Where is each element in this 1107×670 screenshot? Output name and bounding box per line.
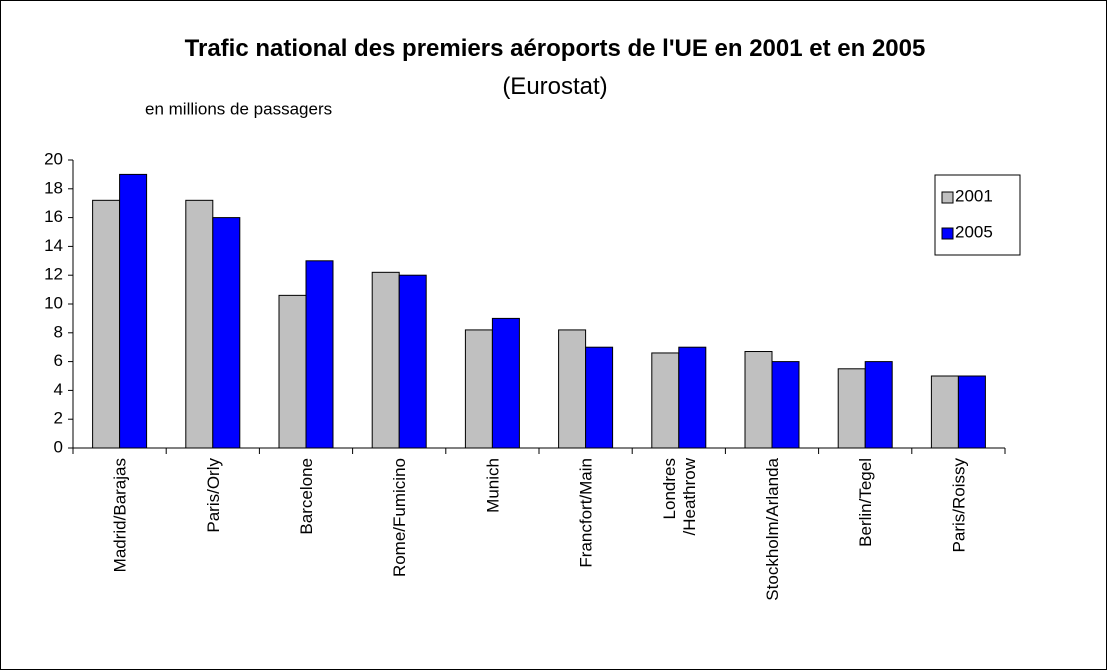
x-tick-label: Madrid/Barajas (111, 458, 130, 572)
bar (212, 217, 241, 449)
bar (864, 361, 893, 449)
bar (957, 375, 986, 449)
y-tick-label: 14 (44, 236, 63, 255)
x-tick-label: Paris/Orly (204, 458, 223, 533)
y-tick-label: 12 (44, 265, 63, 284)
bar (678, 346, 707, 449)
bar (398, 274, 427, 449)
bar (837, 368, 866, 449)
x-tick-label: Munich (483, 458, 502, 513)
bar (92, 199, 121, 449)
legend-box (934, 174, 1021, 256)
y-tick-label: 10 (44, 293, 63, 312)
bar (305, 260, 334, 449)
bar (744, 351, 773, 449)
x-tick-label: Francfort/Main (577, 458, 596, 568)
x-tick-label: Berlin/Tegel (856, 458, 875, 547)
bar (558, 329, 587, 449)
y-tick-label: 2 (54, 409, 63, 428)
y-tick-label: 0 (54, 437, 63, 456)
bar (119, 173, 148, 449)
bar (371, 271, 400, 449)
y-tick-label: 4 (54, 380, 63, 399)
chart-source: (Eurostat) (502, 73, 608, 100)
bar (464, 329, 493, 449)
legend-label: 2001 (955, 186, 993, 205)
y-tick-label: 18 (44, 178, 63, 197)
bar (585, 346, 614, 449)
bar (651, 352, 680, 449)
chart-title: Trafic national des premiers aéroports d… (184, 35, 926, 62)
chart-title-block: Trafic national des premiers aéroports d… (140, 30, 970, 106)
bar (278, 294, 307, 449)
y-axis-label: en millions de passagers (145, 99, 332, 118)
y-tick-label: 8 (54, 322, 63, 341)
bar (930, 375, 959, 449)
y-tick-label: 16 (44, 207, 63, 226)
bar (771, 361, 800, 449)
legend-swatch (941, 191, 954, 204)
x-tick-label: Paris/Roissy (949, 458, 968, 553)
bar (491, 317, 520, 449)
x-tick-label: Londres/Heathrow (660, 457, 699, 535)
x-tick-label: Barcelone (297, 458, 316, 535)
x-tick-label: Rome/Fumicino (390, 458, 409, 577)
y-tick-label: 20 (44, 149, 63, 168)
y-tick-label: 6 (54, 351, 63, 370)
legend-swatch (941, 227, 954, 240)
bar (185, 199, 214, 449)
legend-label: 2005 (955, 222, 993, 241)
x-tick-label: Stockholm/Arlanda (763, 457, 782, 600)
